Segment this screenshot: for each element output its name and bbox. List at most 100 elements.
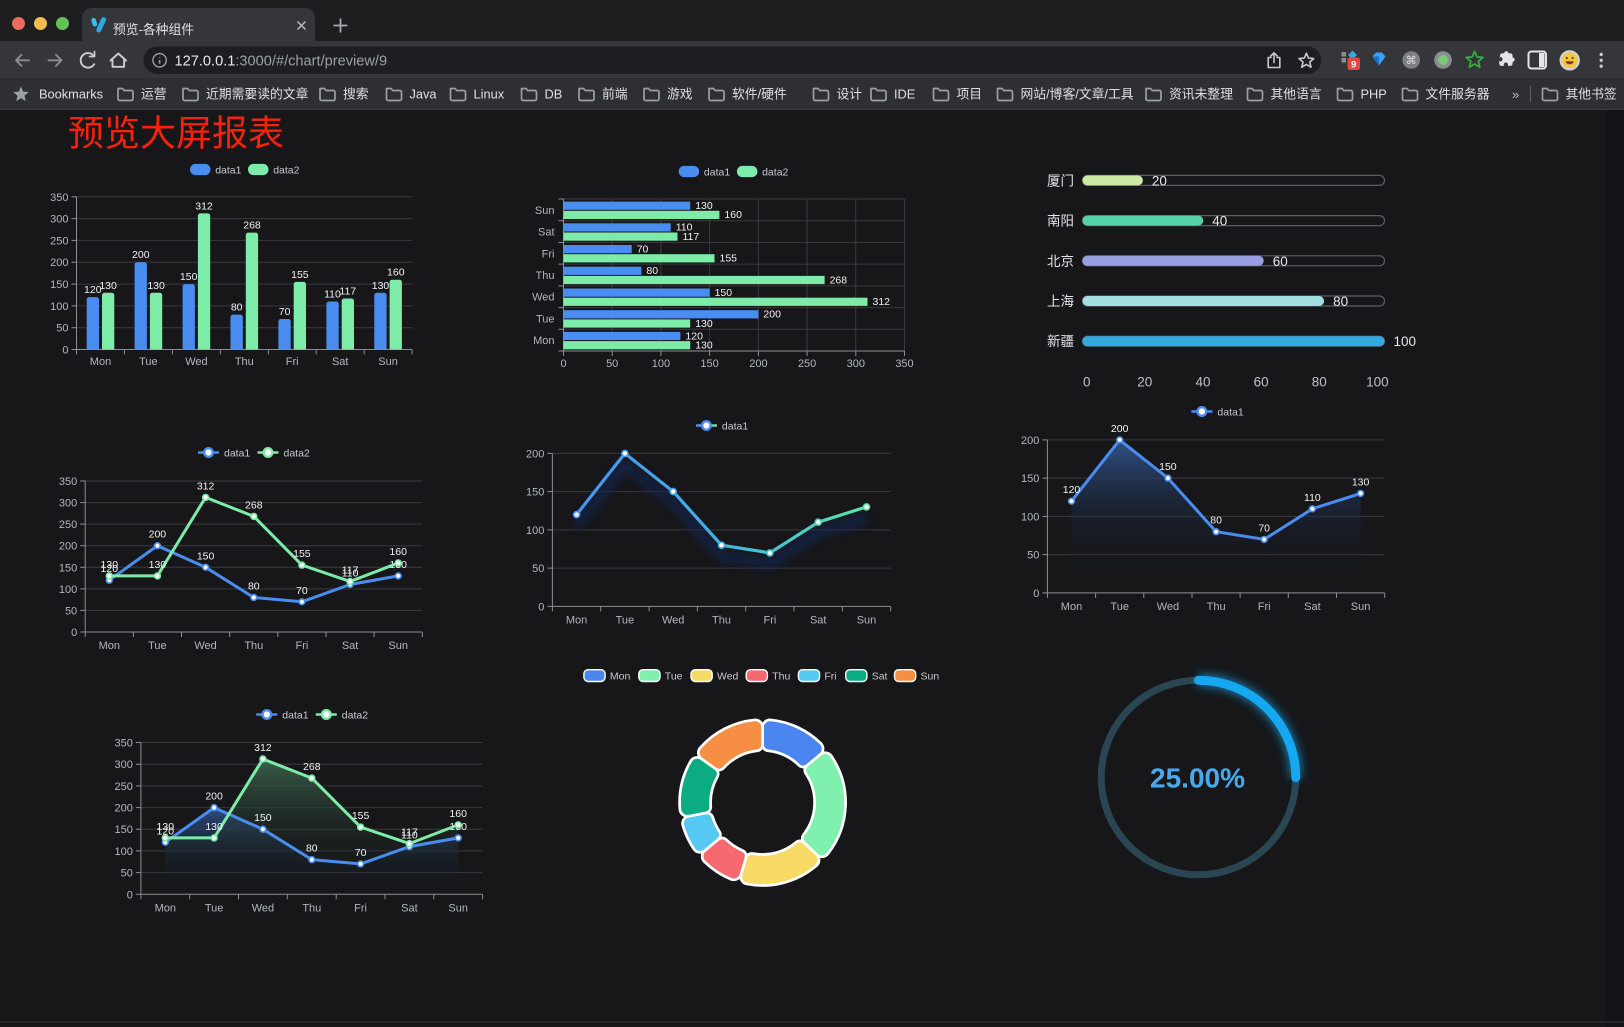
- svg-text:Mon: Mon: [90, 356, 111, 368]
- svg-text:data1: data1: [1217, 406, 1243, 418]
- svg-text:Thu: Thu: [235, 356, 254, 368]
- svg-text:80: 80: [1210, 515, 1222, 527]
- svg-text:100: 100: [115, 846, 133, 858]
- svg-text:Mon: Mon: [533, 335, 554, 347]
- svg-text:Mon: Mon: [610, 670, 631, 682]
- svg-text:南阳: 南阳: [1047, 214, 1074, 229]
- svg-text:新疆: 新疆: [1047, 334, 1074, 349]
- svg-text:130: 130: [101, 559, 119, 571]
- svg-text:Sun: Sun: [535, 205, 555, 217]
- svg-text:160: 160: [449, 808, 467, 820]
- svg-text:312: 312: [197, 480, 215, 492]
- svg-text:40: 40: [1195, 375, 1210, 390]
- svg-text:60: 60: [1273, 254, 1288, 269]
- svg-text:160: 160: [724, 209, 742, 221]
- svg-text:150: 150: [715, 287, 733, 299]
- svg-text:项目: 项目: [957, 87, 983, 102]
- svg-text:DB: DB: [545, 87, 563, 102]
- svg-text:268: 268: [245, 499, 263, 511]
- svg-text:250: 250: [50, 235, 68, 247]
- svg-text:150: 150: [180, 271, 198, 283]
- svg-text:近期需要读的文章: 近期需要读的文章: [206, 87, 309, 102]
- svg-text:50: 50: [56, 323, 68, 335]
- svg-text:200: 200: [1111, 423, 1129, 435]
- svg-text:130: 130: [205, 821, 223, 833]
- svg-text:设计: 设计: [837, 87, 863, 102]
- svg-text:Thu: Thu: [244, 640, 263, 652]
- svg-text:data1: data1: [704, 166, 730, 178]
- svg-text:Sun: Sun: [921, 670, 940, 682]
- svg-text:Tue: Tue: [536, 313, 555, 325]
- svg-text:200: 200: [115, 803, 133, 815]
- svg-text:Wed: Wed: [1157, 601, 1179, 613]
- svg-text:Tue: Tue: [1110, 601, 1129, 613]
- svg-text:200: 200: [749, 358, 767, 370]
- svg-text:268: 268: [303, 761, 321, 773]
- svg-text:120: 120: [1063, 484, 1081, 496]
- svg-text:117: 117: [683, 231, 700, 243]
- svg-text:Sun: Sun: [378, 356, 398, 368]
- svg-text:150: 150: [1159, 461, 1177, 473]
- svg-text:130: 130: [99, 280, 117, 292]
- svg-text:150: 150: [115, 824, 133, 836]
- svg-text:Wed: Wed: [662, 614, 684, 626]
- svg-text:160: 160: [389, 546, 407, 558]
- svg-text:北京: 北京: [1047, 254, 1074, 269]
- svg-text:130: 130: [372, 280, 390, 292]
- svg-text:300: 300: [847, 358, 865, 370]
- svg-text:127.0.0.1:3000/#/chart/preview: 127.0.0.1:3000/#/chart/preview/9: [175, 53, 388, 69]
- svg-text:运营: 运营: [141, 87, 167, 102]
- svg-text:20: 20: [1137, 375, 1152, 390]
- svg-text:80: 80: [231, 302, 243, 314]
- svg-text:0: 0: [71, 627, 77, 639]
- svg-text:200: 200: [59, 541, 77, 553]
- svg-text:150: 150: [50, 279, 68, 291]
- svg-text:0: 0: [62, 345, 68, 357]
- svg-text:Tue: Tue: [148, 640, 167, 652]
- svg-text:Tue: Tue: [665, 670, 683, 682]
- svg-text:200: 200: [205, 791, 223, 803]
- svg-text:117: 117: [401, 827, 418, 839]
- svg-text:前端: 前端: [602, 87, 628, 102]
- svg-text:130: 130: [695, 340, 713, 352]
- svg-text:100: 100: [1021, 511, 1039, 523]
- svg-text:110: 110: [1304, 492, 1321, 504]
- svg-text:9: 9: [1351, 59, 1356, 70]
- svg-text:data2: data2: [284, 447, 310, 459]
- svg-text:130: 130: [157, 821, 175, 833]
- svg-text:100: 100: [652, 358, 670, 370]
- svg-text:Tue: Tue: [139, 356, 158, 368]
- svg-text:网站/博客/文章/工具: 网站/博客/文章/工具: [1021, 87, 1134, 102]
- svg-text:350: 350: [50, 192, 68, 204]
- svg-text:150: 150: [526, 487, 544, 499]
- svg-text:350: 350: [59, 476, 77, 488]
- svg-text:Wed: Wed: [252, 902, 274, 914]
- svg-text:0: 0: [538, 601, 544, 613]
- svg-text:160: 160: [387, 267, 405, 279]
- svg-text:50: 50: [65, 605, 77, 617]
- svg-text:120: 120: [157, 825, 175, 837]
- svg-text:100: 100: [1366, 375, 1389, 390]
- svg-text:300: 300: [50, 214, 68, 226]
- svg-text:50: 50: [1027, 550, 1039, 562]
- svg-text:110: 110: [342, 568, 359, 580]
- svg-text:70: 70: [296, 585, 308, 597]
- svg-text:130: 130: [147, 280, 165, 292]
- svg-text:155: 155: [291, 269, 309, 281]
- svg-text:300: 300: [59, 498, 77, 510]
- svg-text:其他语言: 其他语言: [1271, 87, 1322, 102]
- svg-text:130: 130: [1352, 476, 1370, 488]
- svg-text:Fri: Fri: [295, 640, 308, 652]
- svg-text:Sat: Sat: [872, 670, 888, 682]
- svg-text:155: 155: [293, 548, 311, 560]
- svg-text:Fri: Fri: [542, 248, 555, 260]
- svg-text:155: 155: [352, 810, 370, 822]
- svg-text:0: 0: [127, 889, 133, 901]
- svg-text:软件/硬件: 软件/硬件: [732, 87, 787, 102]
- svg-text:155: 155: [720, 253, 738, 265]
- svg-text:Sat: Sat: [1304, 601, 1321, 613]
- svg-text:250: 250: [59, 519, 77, 531]
- svg-text:80: 80: [1333, 294, 1348, 309]
- svg-text:80: 80: [248, 581, 260, 593]
- svg-text:80: 80: [306, 843, 318, 855]
